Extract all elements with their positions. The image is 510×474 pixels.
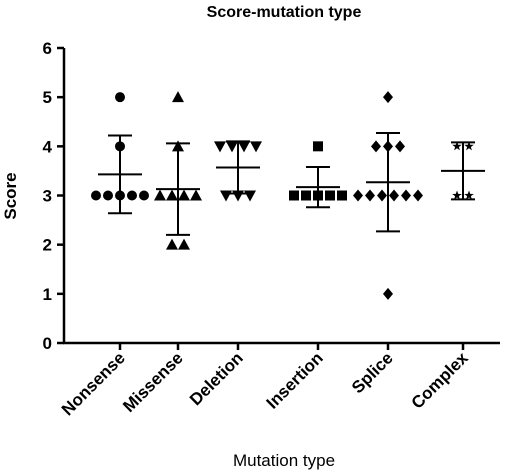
x-tick-label: Deletion (186, 348, 247, 409)
data-point (166, 238, 178, 250)
data-point (452, 190, 462, 200)
data-point (401, 189, 411, 202)
data-point (337, 190, 347, 201)
data-point (214, 141, 226, 153)
data-point (371, 140, 381, 153)
y-tick-label: 2 (43, 236, 52, 255)
y-tick-label: 6 (43, 39, 52, 58)
x-axis-label: Mutation type (233, 451, 335, 470)
data-point (103, 190, 113, 201)
y-axis-label: Score (1, 172, 20, 219)
data-point (250, 141, 262, 153)
data-point (313, 141, 323, 152)
data-point (139, 190, 149, 201)
x-tick-label: Splice (348, 348, 397, 397)
data-point (154, 189, 166, 201)
y-tick-label: 3 (43, 187, 52, 206)
data-point (353, 189, 363, 202)
y-tick-label: 4 (43, 137, 53, 156)
data-point (365, 189, 375, 202)
data-point (452, 141, 462, 151)
data-point (127, 190, 137, 201)
data-point (91, 190, 101, 201)
data-point (289, 190, 299, 201)
data-point (115, 92, 125, 103)
data-point (178, 189, 190, 201)
data-point (413, 189, 423, 202)
chart-title: Score-mutation type (207, 4, 362, 21)
data-point (464, 190, 474, 200)
data-point (166, 189, 178, 201)
data-point (383, 91, 393, 104)
x-tick-label: Complex (408, 348, 473, 413)
data-point (395, 140, 405, 153)
data-point (226, 141, 238, 153)
data-point (244, 190, 256, 202)
data-point (325, 190, 335, 201)
data-point (238, 141, 250, 153)
y-tick-label: 5 (43, 88, 52, 107)
data-point (178, 238, 190, 250)
data-point (190, 189, 202, 201)
data-point (301, 190, 311, 201)
x-tick-label: Insertion (263, 348, 327, 412)
y-tick-label: 1 (43, 285, 52, 304)
data-point (389, 189, 399, 202)
data-point (172, 91, 184, 103)
y-tick-label: 0 (43, 334, 52, 353)
data-point (377, 189, 387, 202)
data-point (464, 141, 474, 151)
data-point (383, 287, 393, 300)
x-tick-label: Missense (119, 348, 187, 416)
x-tick-label: Nonsense (58, 348, 129, 419)
data-point (220, 190, 232, 202)
